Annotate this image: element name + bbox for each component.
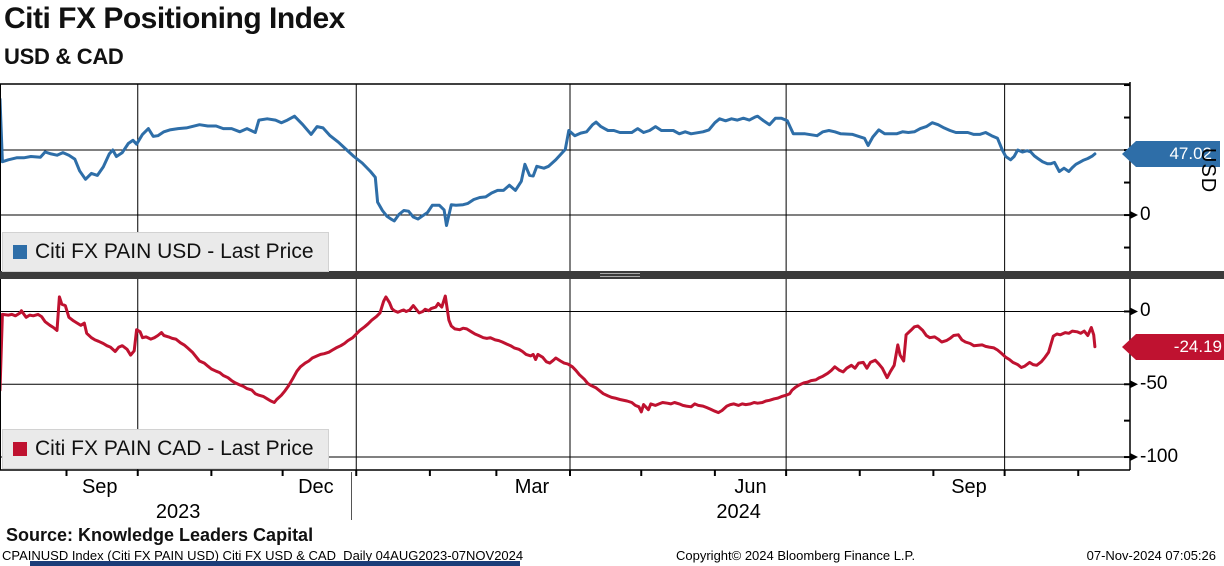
source-caption: Source: Knowledge Leaders Capital <box>6 525 314 545</box>
page-subtitle: USD & CAD <box>4 44 124 69</box>
cad-legend-swatch-icon <box>13 442 27 456</box>
xtick-Mar: Mar <box>515 476 550 498</box>
usd-last-price-badge: 47.02 <box>1122 141 1220 167</box>
usd-legend-swatch-icon <box>13 245 27 259</box>
legend-usd-label: Citi FX PAIN USD - Last Price <box>35 240 314 263</box>
year-label-2024: 2024 <box>716 501 761 523</box>
cad-last-price-value: -24.19 <box>1173 337 1222 356</box>
footer-copyright: Copyright© 2024 Bloomberg Finance L.P. <box>676 548 916 563</box>
xtick-Jun: Jun <box>734 476 766 498</box>
cad-ytick-0: 0 <box>1140 300 1151 322</box>
xtick-Dec: Dec <box>298 476 334 498</box>
cad-last-price-badge: -24.19 <box>1122 334 1224 360</box>
legend-usd: Citi FX PAIN USD - Last Price <box>2 232 329 272</box>
xtick-Sep: Sep <box>82 476 118 498</box>
usd-axis-title: USD <box>1197 148 1219 194</box>
legend-cad: Citi FX PAIN CAD - Last Price <box>2 429 329 469</box>
page-title: Citi FX Positioning Index <box>4 2 345 35</box>
cad-ytick--100: -100 <box>1140 446 1179 468</box>
taskbar-edge-strip <box>30 561 520 566</box>
xtick-Sep: Sep <box>951 476 987 498</box>
footer-timestamp: 07-Nov-2024 07:05:26 <box>1086 548 1216 563</box>
legend-cad-label: Citi FX PAIN CAD - Last Price <box>35 437 314 460</box>
cad-ytick--50: -50 <box>1140 373 1168 395</box>
footer-ticker-info: CPAINUSD Index (Citi FX PAIN USD) Citi F… <box>2 548 524 563</box>
usd-last-price-value: 47.02 <box>1169 144 1212 163</box>
year-label-2023: 2023 <box>156 501 201 523</box>
usd-ytick-0: 0 <box>1140 204 1151 226</box>
